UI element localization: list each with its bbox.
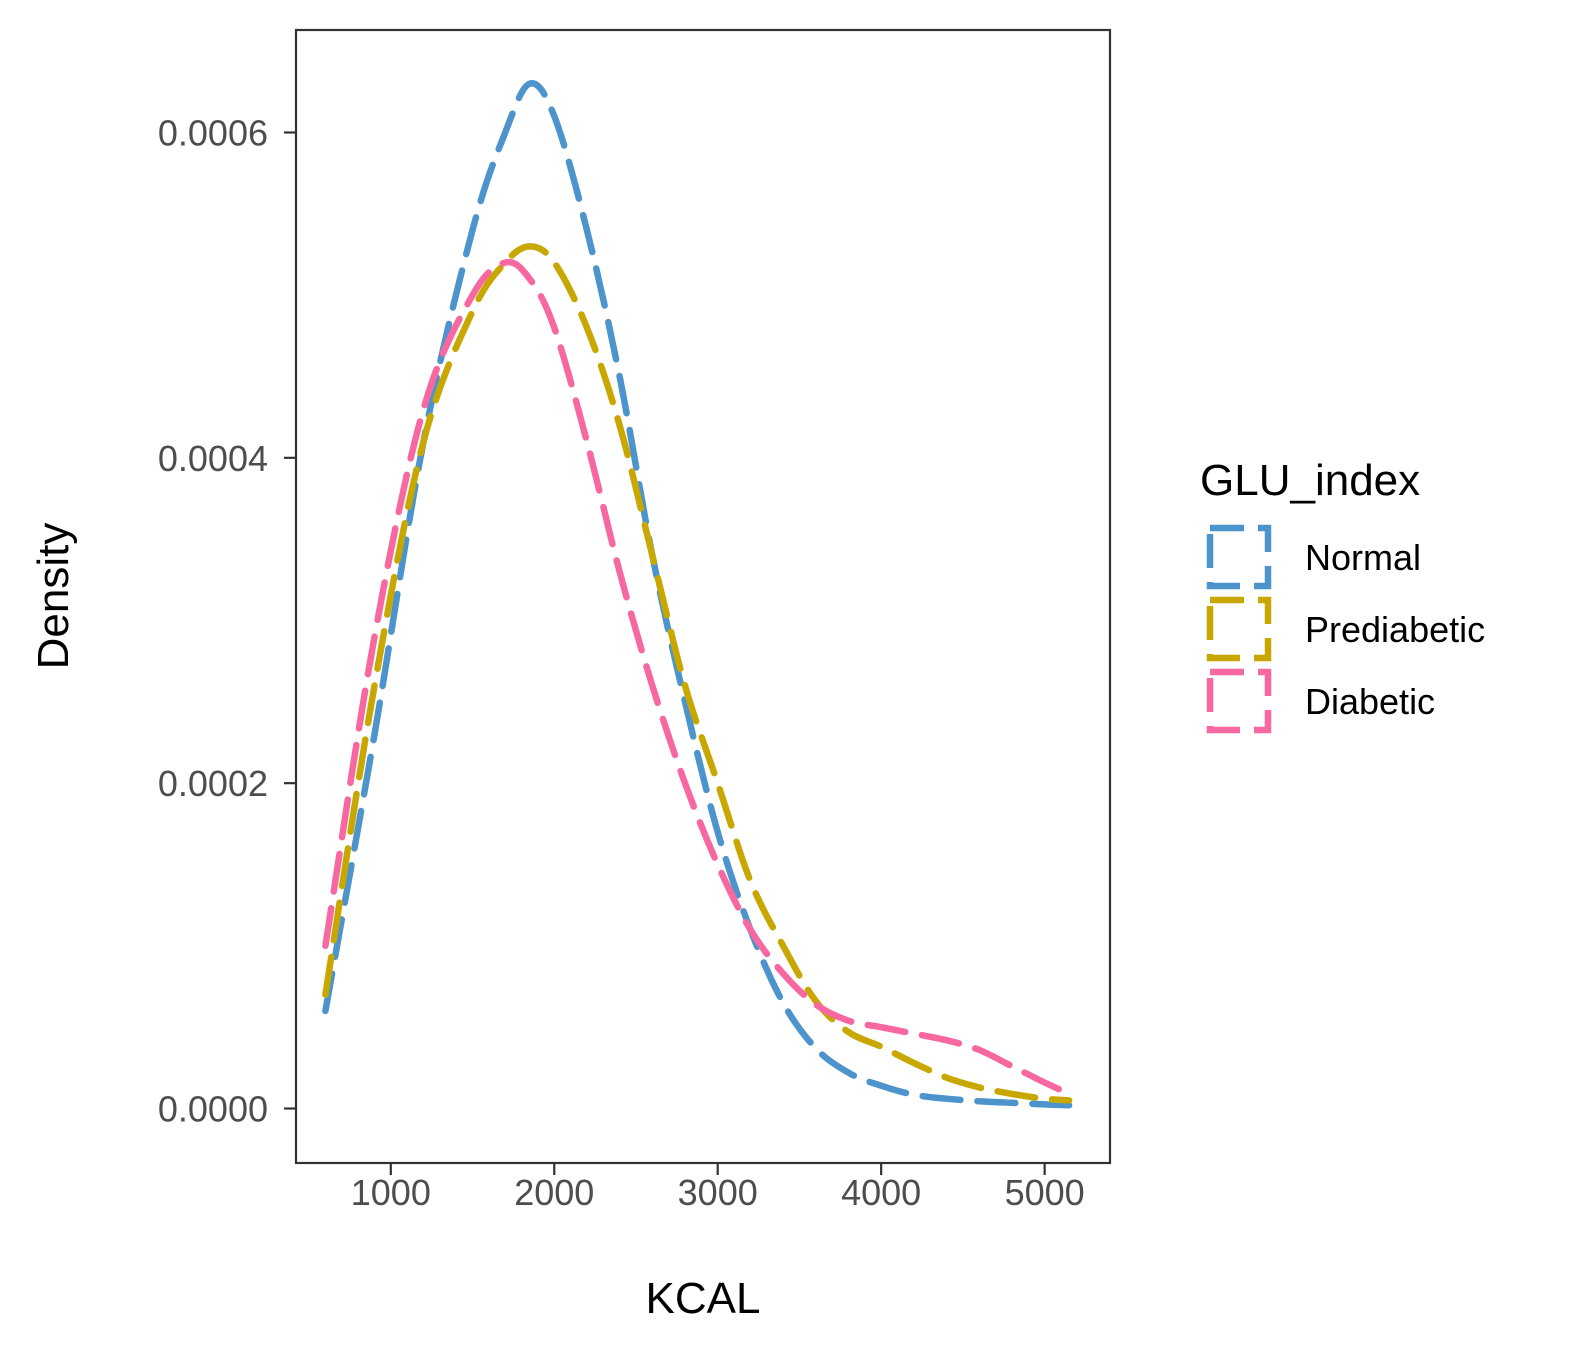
legend-key-diabetic: Diabetic bbox=[1206, 668, 1435, 734]
x-tick-label: 3000 bbox=[678, 1172, 758, 1213]
series-line-diabetic bbox=[322, 258, 1073, 1098]
y-tick-label: 0.0004 bbox=[158, 438, 268, 479]
series-layer bbox=[322, 80, 1073, 1109]
legend-label: Prediabetic bbox=[1305, 609, 1485, 650]
legend-key-normal: Normal bbox=[1206, 524, 1421, 590]
plot-panel bbox=[296, 30, 1110, 1163]
legend-swatch bbox=[1206, 668, 1272, 734]
x-tick-label: 5000 bbox=[1005, 1172, 1085, 1213]
panel-border bbox=[294, 28, 1112, 1165]
series-line-prediabetic bbox=[322, 243, 1073, 1104]
legend-key-prediabetic: Prediabetic bbox=[1206, 596, 1485, 662]
legend-label: Diabetic bbox=[1305, 681, 1435, 722]
y-tick-label: 0.0000 bbox=[158, 1089, 268, 1130]
legend-swatch bbox=[1206, 524, 1272, 590]
x-axis: 1000 2000 3000 4000 5000 bbox=[351, 1163, 1085, 1213]
legend: GLU_index Normal Prediabetic Diabetic bbox=[1200, 456, 1485, 734]
x-tick-label: 2000 bbox=[514, 1172, 594, 1213]
y-axis-title: Density bbox=[29, 523, 78, 670]
legend-keys: Normal Prediabetic Diabetic bbox=[1206, 524, 1485, 734]
legend-swatch bbox=[1206, 596, 1272, 662]
legend-label: Normal bbox=[1305, 537, 1421, 578]
x-tick-label: 4000 bbox=[841, 1172, 921, 1213]
y-tick-label: 0.0006 bbox=[158, 112, 268, 153]
y-axis: 0.0000 0.0002 0.0004 0.0006 bbox=[158, 112, 296, 1130]
x-axis-title: KCAL bbox=[646, 1274, 761, 1323]
x-tick-label: 1000 bbox=[351, 1172, 431, 1213]
legend-title: GLU_index bbox=[1200, 456, 1420, 505]
y-tick-label: 0.0002 bbox=[158, 763, 268, 804]
